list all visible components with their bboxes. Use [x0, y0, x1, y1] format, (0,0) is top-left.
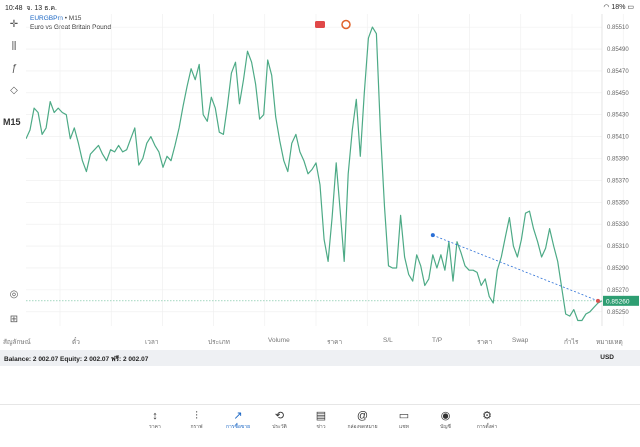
balance-currency: USD	[600, 354, 614, 361]
y-tick-label: 0.85290	[607, 266, 629, 272]
tab-label: บัญชี	[440, 424, 451, 430]
trade-icon: ↗	[233, 410, 243, 422]
y-tick-label: 0.85410	[607, 135, 629, 141]
column-header: สัญลักษณ์	[3, 339, 31, 346]
column-header: กำไร	[564, 339, 579, 346]
accounts-icon: ◉	[440, 410, 451, 422]
column-header: หมายเหตุ	[596, 339, 623, 346]
one-click-trading-icon	[341, 19, 351, 30]
y-tick-label: 0.85310	[607, 244, 629, 250]
y-tick-label: 0.85510	[607, 25, 629, 31]
tab-settings[interactable]: ⚙ การตั้งค่า	[467, 409, 507, 431]
current-price-tag	[603, 295, 639, 306]
chart-icon: ⫶	[195, 410, 198, 422]
balance-bar: Balance: 2 002.07 Equity: 2 002.07 ฟรี: …	[0, 350, 640, 366]
chart-toolbar: ✛ ⫼ ƒ ◇ M15 ◎ ⊞	[0, 14, 26, 326]
tab-label: การตั้งค่า	[476, 424, 498, 430]
column-header: ตั๋ว	[72, 339, 80, 346]
column-header: S/L	[383, 337, 393, 344]
quotes-icon: ↕	[152, 410, 158, 422]
column-header: เวลา	[145, 339, 159, 346]
news-icon: ▤	[315, 410, 327, 422]
column-header: Volume	[268, 337, 290, 344]
indicator-f-icon[interactable]: ƒ	[11, 63, 17, 74]
tab-label: แชท	[399, 424, 409, 430]
tab-label: กราฟ	[190, 424, 203, 430]
symbol-timeframe: M15	[68, 15, 82, 22]
column-header: ราคา	[327, 339, 343, 346]
symbol-name[interactable]: EURGBPm	[30, 15, 63, 22]
objects-icon[interactable]: ◇	[10, 85, 18, 96]
y-tick-label: 0.85270	[607, 288, 629, 294]
settings-icon: ⚙	[482, 410, 492, 422]
column-header: T/P	[432, 337, 443, 344]
y-tick-label: 0.85330	[607, 222, 629, 228]
y-tick-label: 0.85450	[607, 91, 629, 97]
zoom-icon[interactable]: ◎	[9, 289, 19, 300]
column-header: ประเภท	[208, 339, 230, 346]
y-tick-label: 0.85370	[607, 178, 629, 184]
symbol-header: EURGBPm • M15 Euro vs Great Britain Poun…	[30, 15, 111, 31]
y-tick-label: 0.85250	[607, 310, 629, 316]
chat-icon: ▭	[398, 410, 410, 422]
battery-icon: ▭	[627, 4, 634, 11]
y-tick-label: 0.85490	[607, 47, 629, 53]
symbol-description: Euro vs Great Britain Pound	[30, 24, 111, 31]
tab-trade[interactable]: ↗ การซื้อขาย	[218, 409, 258, 431]
tab-label: กล่องจดหมาย	[347, 424, 378, 430]
current-price-label: 0.85260	[606, 298, 630, 305]
crosshair-icon[interactable]: ✛	[9, 19, 19, 30]
candlestick-icon[interactable]: ⫼	[11, 41, 17, 52]
status-time-date: 10:48 จ. 13 ธ.ค.	[5, 5, 57, 12]
tab-mailbox[interactable]: @ กล่องจดหมาย	[343, 409, 383, 431]
history-icon: ⟲	[274, 410, 285, 422]
trade-columns-header: สัญลักษณ์ ตั๋ว เวลา ประเภท Volume ราคา S/L T/P ร…	[0, 334, 640, 348]
tab-label: ประวัติ	[272, 424, 287, 430]
trendline-start-point	[430, 233, 435, 238]
buy-sell-icon	[315, 21, 325, 28]
tab-history[interactable]: ⟲ ประวัติ	[260, 409, 300, 431]
tab-label: ข่าว	[316, 424, 326, 430]
y-tick-label: 0.85350	[607, 200, 629, 206]
timeframe-button[interactable]: M15	[3, 117, 21, 127]
status-battery: ◠ 18% ▭	[603, 3, 634, 11]
tab-accounts[interactable]: ◉ บัญชี	[426, 409, 466, 431]
price-chart[interactable]: 0.85510 0.85490 0.85470 0.85450 0.85430 0.854…	[26, 14, 640, 326]
tab-news[interactable]: ▤ ข่าว	[301, 409, 341, 431]
status-bar: 10:48 จ. 13 ธ.ค. ◠ 18% ▭	[0, 0, 640, 14]
y-tick-label: 0.85390	[607, 157, 629, 163]
balance-text: Balance: 2 002.07 Equity: 2 002.07 ฟรี: …	[4, 356, 149, 363]
trendline-end-point	[595, 298, 600, 303]
add-icon[interactable]: ⊞	[9, 314, 19, 325]
trendline	[432, 234, 599, 302]
mailbox-icon: @	[356, 410, 369, 422]
tab-chart[interactable]: ⫶ กราฟ	[177, 409, 217, 431]
tab-label: การซื้อขาย	[225, 424, 251, 430]
column-header: ราคา	[477, 339, 493, 346]
tab-label: ราคา	[149, 424, 161, 430]
y-tick-label: 0.85470	[607, 69, 629, 75]
y-tick-label: 0.85430	[607, 113, 629, 119]
bottom-tab-bar: ↕ ราคา ⫶ กราฟ ↗ การซื้อขาย ⟲ ประวัติ ▤ ข่าว @ กล่อง…	[0, 404, 640, 447]
column-header: Swap	[512, 337, 529, 344]
wifi-icon: ◠	[603, 4, 610, 11]
tab-chat[interactable]: ▭ แชท	[384, 409, 424, 431]
price-series-line	[26, 26, 603, 322]
tab-quotes[interactable]: ↕ ราคา	[135, 409, 175, 431]
battery-percent: 18%	[611, 4, 626, 11]
